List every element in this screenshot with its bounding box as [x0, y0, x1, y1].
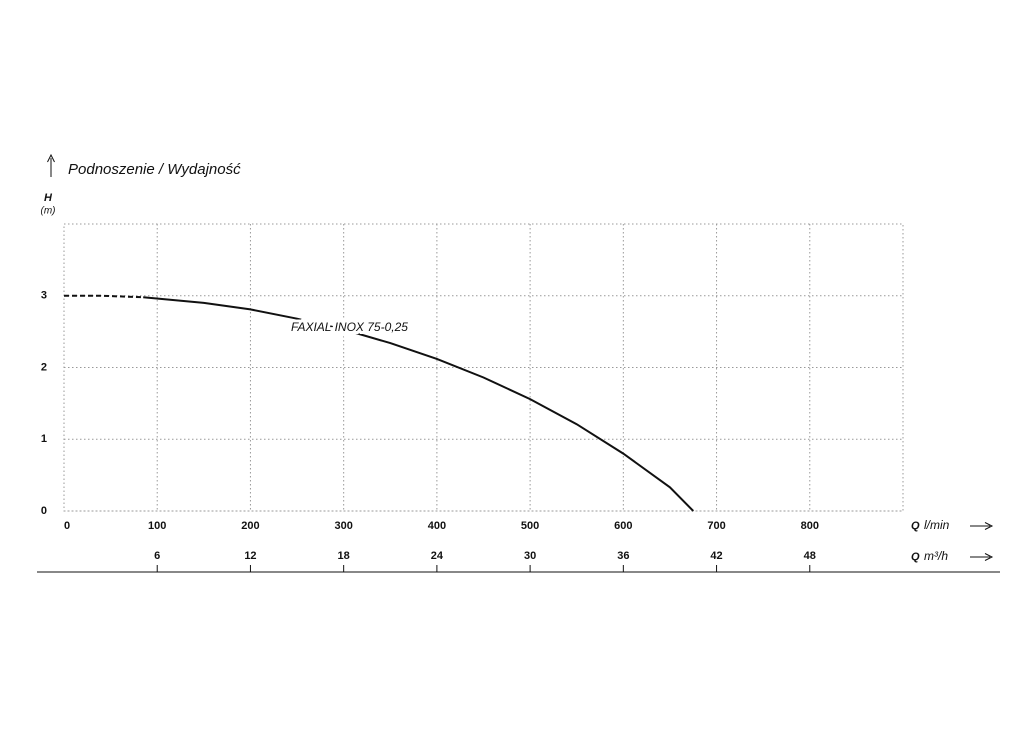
x-arrows: [970, 522, 994, 561]
y-tick-label: 2: [41, 361, 47, 373]
x2-tick-label: 12: [244, 550, 256, 562]
x-tick-label: 400: [428, 520, 446, 532]
x2-label-symbol: Q: [911, 551, 920, 563]
y-unit: (m): [41, 206, 56, 217]
x2-tick-label: 6: [154, 550, 160, 562]
x-tick-label: 0: [64, 520, 70, 532]
x2-tick-label: 24: [431, 550, 444, 562]
y-tick-label: 1: [41, 433, 47, 445]
y-label: H: [44, 192, 53, 204]
x-tick-label: 200: [241, 520, 259, 532]
x2-tick-label: 48: [804, 550, 816, 562]
curve-label: FAXIAL INOX 75-0,25: [291, 320, 408, 334]
x-tick-label: 800: [801, 520, 819, 532]
y-arrow-head: [47, 153, 55, 163]
x2-tick-label: 30: [524, 550, 536, 562]
x2-tick-label: 42: [710, 550, 722, 562]
y-tick-label: 0: [41, 505, 47, 517]
x-label-symbol: Q: [911, 520, 920, 532]
x-tick-label: 100: [148, 520, 166, 532]
pump-curve: [64, 294, 144, 299]
pump-curve: [143, 296, 695, 512]
x-tick-label: 600: [614, 520, 632, 532]
x2-tick-label: 18: [338, 550, 350, 562]
x2-label-unit: m³/h: [924, 549, 948, 563]
x-tick-label: 300: [334, 520, 352, 532]
x-tick-label: 700: [707, 520, 725, 532]
y-tick-label: 3: [41, 290, 47, 302]
x-tick-label: 500: [521, 520, 539, 532]
chart-title: Podnoszenie / Wydajność: [68, 161, 241, 178]
x2-tick-label: 36: [617, 550, 629, 562]
x-label-unit: l/min: [924, 518, 950, 532]
